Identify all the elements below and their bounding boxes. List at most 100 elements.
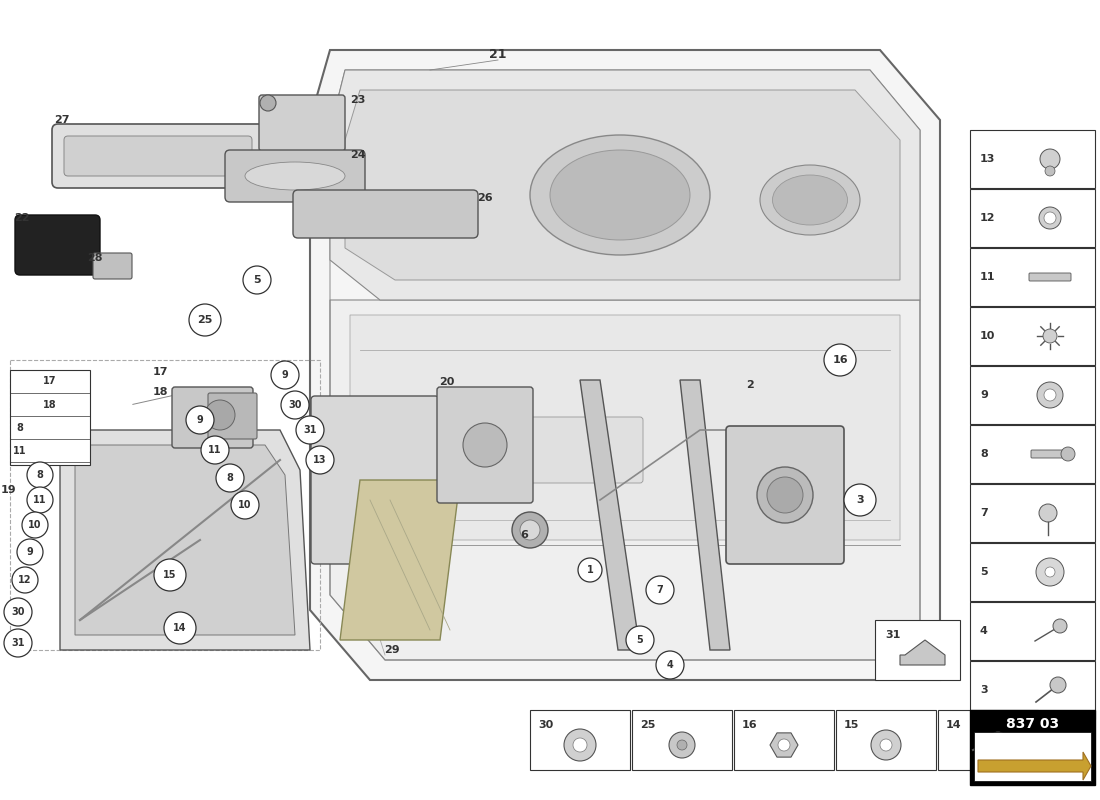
FancyBboxPatch shape bbox=[52, 124, 264, 188]
Text: 10: 10 bbox=[980, 331, 996, 341]
Polygon shape bbox=[580, 380, 640, 650]
Text: 9: 9 bbox=[980, 390, 988, 400]
FancyBboxPatch shape bbox=[970, 366, 1094, 424]
Circle shape bbox=[564, 729, 596, 761]
FancyBboxPatch shape bbox=[970, 710, 1094, 785]
Text: 30: 30 bbox=[538, 720, 553, 730]
Circle shape bbox=[1037, 382, 1063, 408]
Circle shape bbox=[28, 462, 53, 488]
Text: 7: 7 bbox=[657, 585, 663, 595]
Circle shape bbox=[205, 400, 235, 430]
Text: 4: 4 bbox=[667, 660, 673, 670]
Circle shape bbox=[271, 361, 299, 389]
Text: 2: 2 bbox=[746, 380, 754, 390]
Polygon shape bbox=[350, 315, 900, 540]
Text: LAMBORGHINI
PARTS: LAMBORGHINI PARTS bbox=[609, 208, 931, 392]
Text: 14: 14 bbox=[174, 623, 187, 633]
FancyBboxPatch shape bbox=[970, 602, 1094, 660]
Circle shape bbox=[16, 539, 43, 565]
Circle shape bbox=[778, 739, 790, 751]
Polygon shape bbox=[330, 70, 920, 300]
Circle shape bbox=[260, 95, 276, 111]
Text: 14: 14 bbox=[946, 720, 961, 730]
FancyBboxPatch shape bbox=[10, 370, 90, 465]
Text: 10: 10 bbox=[29, 520, 42, 530]
Circle shape bbox=[1043, 329, 1057, 343]
FancyBboxPatch shape bbox=[974, 732, 1091, 781]
Circle shape bbox=[512, 512, 548, 548]
Text: 13: 13 bbox=[980, 154, 996, 164]
Circle shape bbox=[1053, 619, 1067, 633]
Circle shape bbox=[1040, 149, 1060, 169]
Text: 5: 5 bbox=[253, 275, 261, 285]
Text: 24: 24 bbox=[350, 150, 366, 160]
Text: 10: 10 bbox=[239, 500, 252, 510]
Polygon shape bbox=[345, 90, 900, 280]
Text: 26: 26 bbox=[477, 193, 493, 203]
Circle shape bbox=[189, 304, 221, 336]
Ellipse shape bbox=[760, 165, 860, 235]
Text: 18: 18 bbox=[152, 387, 167, 397]
FancyBboxPatch shape bbox=[208, 393, 257, 439]
Text: 7: 7 bbox=[980, 508, 988, 518]
Text: 16: 16 bbox=[833, 355, 848, 365]
Circle shape bbox=[573, 738, 587, 752]
Circle shape bbox=[4, 629, 32, 657]
Circle shape bbox=[1044, 212, 1056, 224]
Circle shape bbox=[1044, 389, 1056, 401]
Text: 21: 21 bbox=[490, 49, 507, 62]
Text: 9: 9 bbox=[282, 370, 288, 380]
Circle shape bbox=[757, 467, 813, 523]
Polygon shape bbox=[680, 380, 730, 650]
Text: 8: 8 bbox=[16, 423, 23, 433]
Circle shape bbox=[767, 477, 803, 513]
Circle shape bbox=[216, 464, 244, 492]
FancyBboxPatch shape bbox=[836, 710, 936, 770]
Circle shape bbox=[1050, 677, 1066, 693]
Circle shape bbox=[880, 739, 892, 751]
Text: 9: 9 bbox=[26, 547, 33, 557]
Ellipse shape bbox=[245, 162, 345, 190]
FancyBboxPatch shape bbox=[15, 215, 100, 275]
Text: 18: 18 bbox=[43, 400, 57, 410]
Circle shape bbox=[243, 266, 271, 294]
Text: 17: 17 bbox=[152, 367, 167, 377]
Text: 28: 28 bbox=[87, 253, 102, 263]
Circle shape bbox=[12, 567, 39, 593]
FancyBboxPatch shape bbox=[970, 484, 1094, 542]
FancyBboxPatch shape bbox=[437, 387, 534, 503]
FancyBboxPatch shape bbox=[970, 189, 1094, 247]
Circle shape bbox=[871, 730, 901, 760]
Text: 1: 1 bbox=[586, 565, 593, 575]
Circle shape bbox=[186, 406, 214, 434]
Text: 29: 29 bbox=[384, 645, 399, 655]
FancyBboxPatch shape bbox=[938, 710, 1038, 770]
Circle shape bbox=[626, 626, 654, 654]
Text: 27: 27 bbox=[54, 115, 69, 125]
Text: 31: 31 bbox=[11, 638, 24, 648]
FancyBboxPatch shape bbox=[970, 543, 1094, 601]
Circle shape bbox=[154, 559, 186, 591]
Text: 6: 6 bbox=[520, 530, 528, 540]
Text: 9: 9 bbox=[197, 415, 204, 425]
Circle shape bbox=[4, 598, 32, 626]
Ellipse shape bbox=[550, 150, 690, 240]
Polygon shape bbox=[900, 640, 945, 665]
FancyBboxPatch shape bbox=[293, 190, 478, 238]
Circle shape bbox=[844, 484, 876, 516]
Polygon shape bbox=[770, 733, 798, 757]
Text: 25: 25 bbox=[197, 315, 212, 325]
FancyBboxPatch shape bbox=[530, 710, 630, 770]
Polygon shape bbox=[75, 445, 295, 635]
Circle shape bbox=[990, 732, 1006, 748]
Text: 5: 5 bbox=[637, 635, 644, 645]
Circle shape bbox=[201, 436, 229, 464]
FancyBboxPatch shape bbox=[437, 417, 644, 483]
Text: 837 03: 837 03 bbox=[1005, 717, 1059, 731]
FancyBboxPatch shape bbox=[226, 150, 365, 202]
FancyBboxPatch shape bbox=[734, 710, 834, 770]
Circle shape bbox=[164, 612, 196, 644]
Text: 51 985: 51 985 bbox=[705, 344, 795, 396]
Circle shape bbox=[22, 512, 48, 538]
Ellipse shape bbox=[530, 135, 710, 255]
